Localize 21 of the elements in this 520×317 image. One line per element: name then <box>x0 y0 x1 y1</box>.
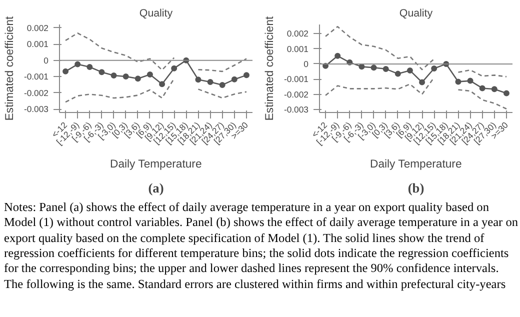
y-tick-label: 0 <box>44 55 49 66</box>
chart-title: Quality <box>399 8 434 20</box>
y-tick-label: 0.002 <box>286 28 309 39</box>
text: (b) <box>408 180 424 196</box>
y-tick-label: 0.002 <box>26 22 49 33</box>
chart-title: Quality <box>139 8 174 20</box>
y-tick-label: -0.002 <box>24 88 49 98</box>
y-tick-label: -0.001 <box>284 74 309 84</box>
x-axis-title: Daily Temperature <box>110 158 202 170</box>
text: Notes: Panel (a) shows the effect of daily average temperature in a year on export quality based on Model (1) without control variables. Panel (b) shows the effect of daily average temperature in a year on export quality based on the complete specification of Model (1). The solid lines show the trend of regression coefficients for different temperature bins; the solid dots indicate the regression coefficients for the corresponding bins; the upper and lower dashed lines represent the 90% confidence intervals. The following is the same. Standard errors are clustered within firms and within prefectural city-years <box>4 200 519 292</box>
y-tick-label: 0.001 <box>286 44 309 54</box>
text: (a) <box>148 180 164 196</box>
y-tick-label: -0.002 <box>284 89 309 100</box>
y-tick-label: 0 <box>304 58 309 69</box>
y-tick-label: 0.001 <box>26 39 49 50</box>
y-tick-label: -0.001 <box>24 72 49 82</box>
y-axis-title: Estimated coefficient <box>264 15 276 121</box>
y-tick-label: -0.003 <box>284 104 309 114</box>
y-tick-label: -0.003 <box>24 104 49 114</box>
y-axis-title: Estimated coefficient <box>4 15 16 121</box>
x-axis-title: Daily Temperature <box>370 158 462 170</box>
